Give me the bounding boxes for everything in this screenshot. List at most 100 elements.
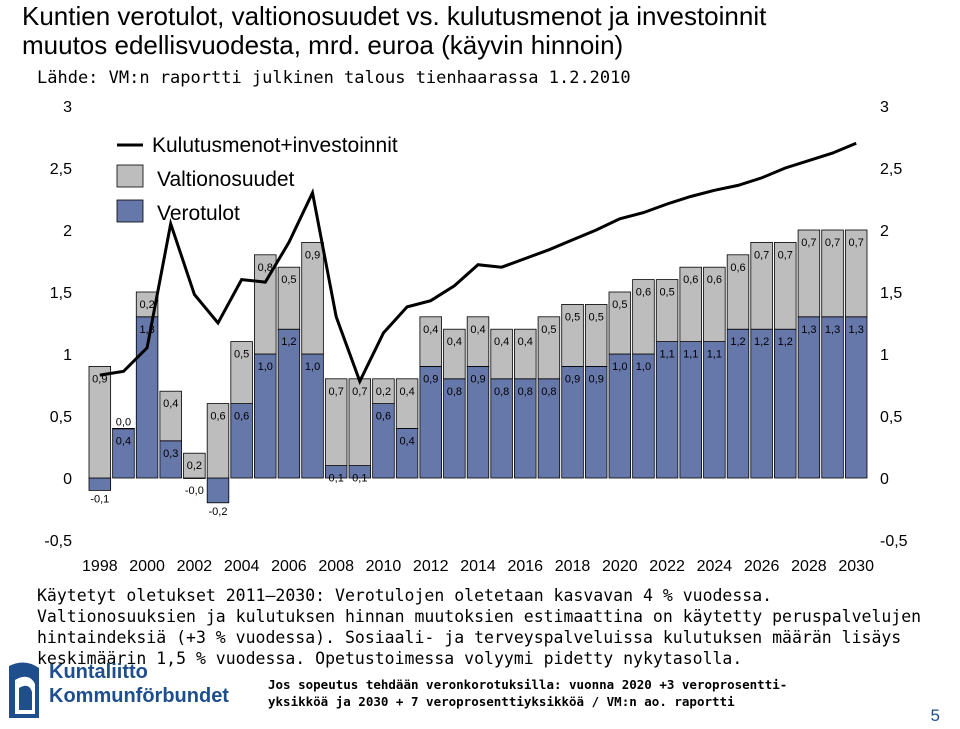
data-label-verotulot: 1,2	[778, 336, 793, 348]
bar-valtionosuudet	[679, 266, 702, 343]
data-label-valtionosuudet: 0,5	[565, 311, 580, 323]
bar-valtionosuudet	[537, 316, 561, 380]
y-tick-right: 0	[880, 471, 889, 488]
data-label-valtionosuudet: 0,0	[116, 416, 131, 428]
bar-valtionosuudet	[206, 403, 230, 479]
assumptions-notes: Käytetyt oletukset 2011–2030: Verotuloje…	[37, 585, 921, 669]
logo-mark-icon	[9, 662, 39, 718]
data-label-verotulot: 1,3	[825, 324, 840, 336]
data-label-verotulot: 1,2	[754, 336, 769, 348]
data-label-valtionosuudet: 0,6	[636, 287, 651, 299]
x-tick-label: 2008	[318, 558, 354, 575]
note-line-1: Käytetyt oletukset 2011–2030: Verotuloje…	[37, 586, 773, 605]
data-label-verotulot: 0,6	[376, 411, 391, 423]
bar-valtionosuudet	[372, 378, 395, 404]
y-tick-right: 3	[880, 99, 889, 116]
y-tick-left: 1,5	[50, 285, 72, 302]
x-tick-label: 2024	[697, 558, 733, 575]
bar-verotulot	[821, 316, 844, 479]
chart-area: -0,5 0 0,5 1 1,5 2 2,5 3 -0,5 0 0,5 1 1,5 2 2,5 3 0,9 -0,…	[44, 99, 908, 575]
bar-verotulot	[844, 316, 868, 479]
data-label-verotulot: 1,0	[305, 361, 320, 373]
data-label-verotulot: 0,1	[329, 473, 344, 485]
data-label-valtionosuudet: 0,9	[92, 373, 107, 385]
data-label-valtionosuudet: 0,7	[329, 386, 344, 398]
logo-line-1: Kuntaliitto	[49, 661, 148, 683]
footer-note-line-1: Jos sopeutus tehdään veronkorotuksilla: …	[268, 677, 788, 692]
logo-line-2: Kommunförbundet	[49, 685, 229, 707]
data-label-verotulot: 0,4	[116, 435, 131, 447]
bar-valtionosuudet	[183, 452, 206, 479]
data-label-valtionosuudet: 0,8	[258, 262, 273, 274]
bar-valtionosuudet	[844, 229, 868, 318]
bar-valtionosuudet	[608, 291, 632, 355]
y-tick-right: 0,5	[880, 409, 902, 426]
data-label-verotulot: 1,1	[683, 349, 698, 361]
bar-valtionosuudet	[301, 241, 324, 355]
data-label-verotulot: 1,3	[849, 324, 864, 336]
bar-valtionosuudet	[159, 390, 182, 442]
data-label-verotulot: 1,0	[636, 361, 651, 373]
x-tick-label: 2018	[555, 558, 591, 575]
x-tick-label: 2028	[791, 558, 827, 575]
data-label-valtionosuudet: 0,7	[825, 237, 840, 249]
x-tick-label: 2010	[366, 558, 402, 575]
data-label-verotulot: 1,3	[801, 324, 816, 336]
bar-verotulot	[88, 477, 112, 491]
bar-valtionosuudet	[726, 254, 750, 330]
x-tick-label: 2030	[838, 558, 874, 575]
bar-valtionosuudet	[750, 241, 773, 330]
kuntaliitto-logo: Kuntaliitto Kommunförbundet	[5, 658, 235, 724]
data-label-valtionosuudet: 0,6	[730, 262, 745, 274]
x-tick-label: 2000	[129, 558, 165, 575]
legend-swatch-verotulot	[116, 199, 144, 223]
data-label-valtionosuudet: 0,6	[707, 274, 722, 286]
data-label-valtionosuudet: 0,2	[187, 460, 202, 472]
data-label-verotulot: 0,8	[447, 386, 462, 398]
data-label-valtionosuudet: 0,7	[352, 386, 367, 398]
data-label-verotulot: 0,4	[399, 435, 414, 447]
bar-valtionosuudet	[821, 229, 844, 318]
bar-valtionosuudet	[135, 291, 159, 318]
y-tick-left: 0	[63, 471, 72, 488]
bar-verotulot	[277, 328, 301, 479]
bar-verotulot	[679, 341, 702, 479]
y-tick-right: 2	[880, 223, 889, 240]
bar-valtionosuudet	[254, 254, 277, 355]
bar-valtionosuudet	[443, 328, 466, 380]
y-tick-left: -0,5	[44, 533, 72, 550]
data-label-valtionosuudet: 0,4	[447, 336, 462, 348]
data-label-valtionosuudet: 0,2	[139, 299, 154, 311]
data-label-valtionosuudet: 0,4	[399, 386, 414, 398]
bar-verotulot	[797, 316, 821, 479]
y-tick-right: -0,5	[880, 533, 908, 550]
source-text: Lähde: VM:n raportti julkinen talous tie…	[37, 68, 631, 88]
x-tick-label: 2004	[224, 558, 260, 575]
data-label-verotulot: 1,3	[139, 324, 154, 336]
data-label-valtionosuudet: 0,4	[423, 324, 438, 336]
data-label-verotulot: 0,9	[589, 373, 604, 385]
data-label-valtionosuudet: 0,5	[659, 287, 674, 299]
y-tick-left: 2,5	[50, 161, 72, 178]
data-label-verotulot: -0,2	[209, 506, 228, 518]
x-tick-label: 2016	[507, 558, 543, 575]
x-tick-label: 2002	[177, 558, 213, 575]
bar-verotulot	[774, 328, 797, 479]
data-label-valtionosuudet: 0,7	[849, 237, 864, 249]
data-label-verotulot: 1,0	[612, 361, 627, 373]
bar-valtionosuudet	[277, 266, 301, 330]
bar-verotulot	[726, 328, 750, 479]
data-label-valtionosuudet: 0,9	[305, 249, 320, 261]
bar-valtionosuudet	[632, 279, 655, 355]
data-label-verotulot: 0,3	[163, 448, 178, 460]
data-label-verotulot: 1,1	[707, 349, 722, 361]
data-label-valtionosuudet: 0,5	[589, 311, 604, 323]
y-tick-right: 2,5	[880, 161, 902, 178]
data-label-valtionosuudet: 0,7	[754, 249, 769, 261]
data-label-valtionosuudet: 0,4	[470, 324, 485, 336]
data-label-verotulot: 1,2	[730, 336, 745, 348]
y-tick-left: 2	[63, 223, 72, 240]
bar-valtionosuudet	[774, 241, 797, 330]
data-label-valtionosuudet: 0,2	[376, 386, 391, 398]
y-tick-right: 1	[880, 347, 889, 364]
